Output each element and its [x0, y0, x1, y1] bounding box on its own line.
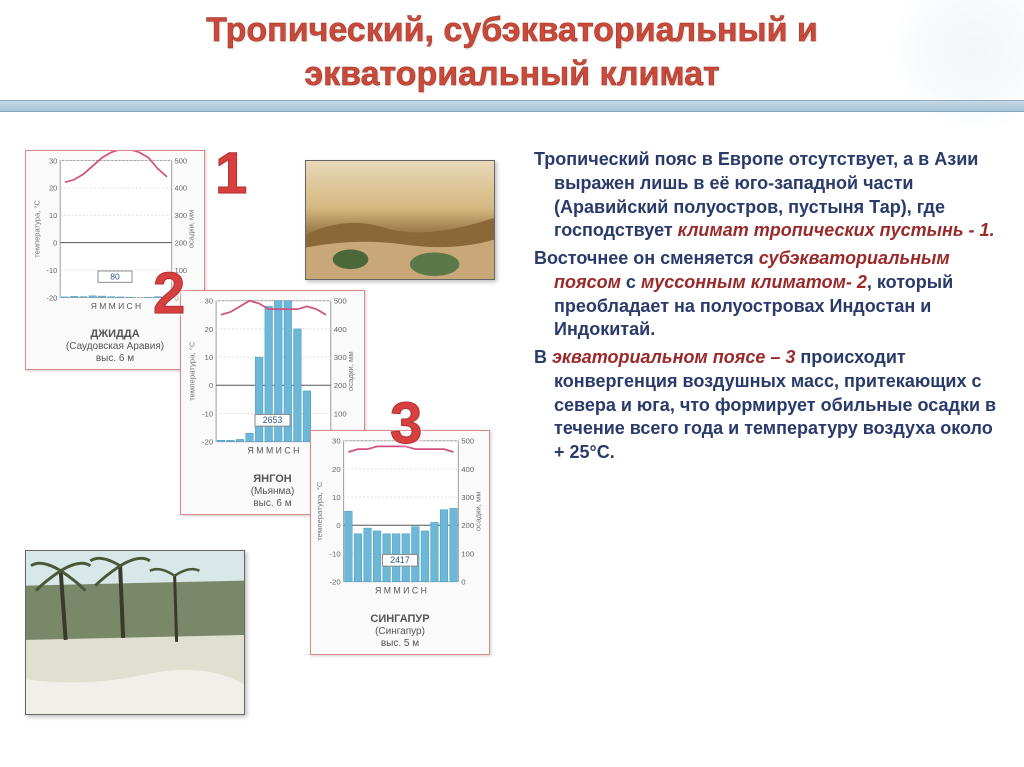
- chart-1-caption: ДЖИДДА (Саудовская Аравия) выс. 6 м: [26, 326, 204, 369]
- svg-text:0: 0: [461, 578, 466, 587]
- svg-text:осадки, мм: осадки, мм: [186, 210, 195, 249]
- svg-text:-20: -20: [329, 578, 341, 587]
- svg-text:-10: -10: [46, 266, 57, 275]
- svg-text:100: 100: [334, 409, 348, 418]
- svg-text:0: 0: [336, 521, 341, 530]
- svg-text:температура, °C: температура, °C: [32, 200, 41, 258]
- svg-text:80: 80: [110, 272, 120, 282]
- svg-text:Я М М И С Н: Я М М И С Н: [248, 445, 300, 455]
- svg-text:300: 300: [175, 211, 188, 220]
- svg-text:температура, °C: температура, °C: [315, 481, 324, 541]
- svg-text:30: 30: [205, 297, 214, 306]
- svg-text:Я М М И С Н: Я М М И С Н: [91, 301, 141, 311]
- svg-text:500: 500: [175, 156, 188, 165]
- svg-text:100: 100: [461, 549, 475, 558]
- climate-chart-3: -20-10010203001002003004005002417темпера…: [310, 430, 490, 655]
- svg-text:0: 0: [209, 381, 214, 390]
- label-number-1: 1: [215, 140, 247, 207]
- svg-text:-20: -20: [46, 293, 57, 302]
- svg-text:температура, °C: температура, °C: [188, 341, 197, 401]
- svg-text:400: 400: [175, 184, 188, 193]
- chart-3-caption: СИНГАПУР (Сингапур) выс. 5 м: [311, 611, 489, 654]
- svg-text:30: 30: [49, 156, 57, 165]
- palms-photo: [25, 550, 245, 715]
- svg-text:осадки, мм: осадки, мм: [346, 351, 355, 391]
- svg-text:2417: 2417: [390, 555, 410, 565]
- title-line2: экваториальный климат: [304, 55, 719, 93]
- paragraph-2: Восточнее он сменяется субэкваториальным…: [506, 247, 1006, 342]
- charts-panel: -20-100102030010020030040050080температу…: [25, 150, 485, 750]
- text-panel: Тропический пояс в Европе отсутствует, а…: [506, 148, 1006, 469]
- svg-text:20: 20: [205, 325, 214, 334]
- desert-photo: [305, 160, 495, 280]
- svg-text:400: 400: [461, 465, 475, 474]
- svg-text:2653: 2653: [263, 415, 283, 425]
- svg-text:30: 30: [332, 437, 341, 446]
- title-line1: Тропический, субэкваториальный и: [206, 11, 818, 49]
- label-number-2: 2: [153, 260, 185, 327]
- page-title: Тропический, субэкваториальный и экватор…: [0, 8, 1024, 96]
- svg-text:-10: -10: [202, 409, 214, 418]
- paragraph-3: В экваториальном поясе – 3 происходит ко…: [506, 346, 1006, 465]
- svg-text:Я М М И С Н: Я М М И С Н: [375, 585, 427, 595]
- svg-text:500: 500: [334, 297, 348, 306]
- svg-text:500: 500: [461, 437, 475, 446]
- svg-text:10: 10: [332, 493, 341, 502]
- svg-text:0: 0: [53, 238, 57, 247]
- svg-text:200: 200: [175, 238, 188, 247]
- svg-text:20: 20: [49, 184, 57, 193]
- label-number-3: 3: [390, 390, 422, 457]
- svg-text:10: 10: [49, 211, 57, 220]
- svg-text:-10: -10: [329, 549, 341, 558]
- svg-text:-20: -20: [202, 438, 214, 447]
- svg-text:400: 400: [334, 325, 348, 334]
- paragraph-1: Тропический пояс в Европе отсутствует, а…: [506, 148, 1006, 243]
- svg-text:осадки, мм: осадки, мм: [474, 491, 483, 531]
- chart-3-svg: -20-10010203001002003004005002417темпера…: [311, 431, 489, 611]
- svg-text:20: 20: [332, 465, 341, 474]
- svg-text:10: 10: [205, 353, 214, 362]
